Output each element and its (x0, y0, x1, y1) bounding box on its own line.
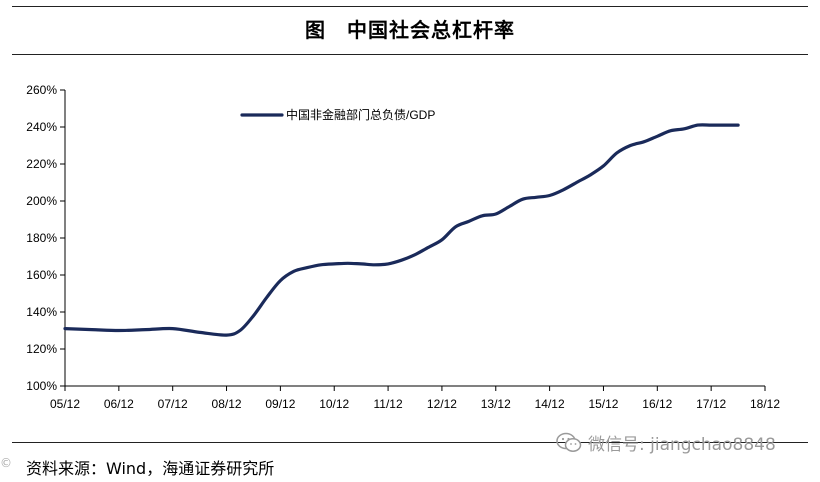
y-tick-label: 140% (26, 305, 57, 319)
corner-mark: © (0, 456, 12, 470)
x-tick-label: 09/12 (265, 397, 295, 411)
x-tick-label: 18/12 (750, 397, 780, 411)
x-tick-label: 08/12 (212, 397, 242, 411)
x-tick-label: 15/12 (588, 397, 618, 411)
y-tick-label: 160% (26, 268, 57, 282)
x-tick-label: 12/12 (427, 397, 457, 411)
watermark-text: 微信号: jiangchao8848 (588, 435, 776, 455)
x-tick-label: 16/12 (642, 397, 672, 411)
x-tick-label: 14/12 (535, 397, 565, 411)
y-tick-label: 200% (26, 194, 57, 208)
top-rule (12, 6, 808, 7)
x-tick-label: 06/12 (104, 397, 134, 411)
chart-title: 图 中国社会总杠杆率 (305, 18, 515, 42)
legend-label: 中国非金融部门总负债/GDP (286, 107, 435, 122)
x-tick-label: 11/12 (374, 397, 403, 411)
source-note: 资料来源：Wind，海通证券研究所 (26, 459, 275, 478)
wechat-icon (556, 432, 582, 452)
x-tick-label: 10/12 (319, 397, 349, 411)
y-tick-label: 260% (26, 83, 57, 97)
y-tick-label: 240% (26, 120, 57, 134)
watermark: 微信号: jiangchao8848 (556, 430, 776, 455)
y-tick-label: 220% (26, 157, 57, 171)
x-tick-label: 17/12 (696, 397, 726, 411)
tick-labels: 100% 120% 140% 160% 180% 200% 220% 240% 260% 05/1… (26, 83, 780, 411)
bottom-rule (12, 442, 808, 443)
x-tick-label: 13/12 (481, 397, 511, 411)
y-tick-label: 120% (26, 342, 57, 356)
legend: 中国非金融部门总负债/GDP (240, 107, 435, 122)
line-chart: 100% 120% 140% 160% 180% 200% 220% 240% 260% 05/1… (26, 83, 780, 411)
title-rule (12, 54, 808, 55)
y-tick-label: 180% (26, 231, 57, 245)
y-tick-label: 100% (26, 379, 57, 393)
axes (60, 89, 766, 391)
x-tick-label: 07/12 (158, 397, 188, 411)
series-line (63, 123, 740, 337)
series-group (63, 123, 740, 337)
x-tick-label: 05/12 (50, 397, 80, 411)
